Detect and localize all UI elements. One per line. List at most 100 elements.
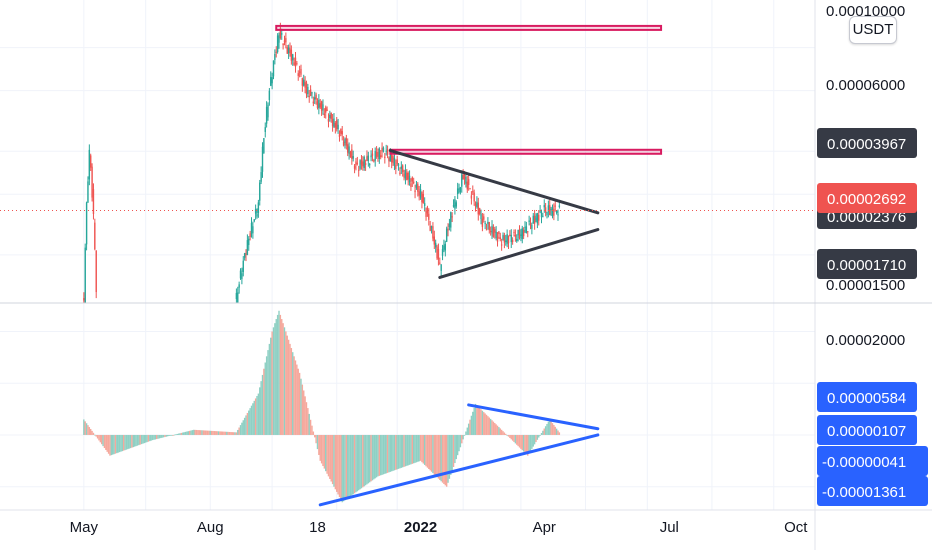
osc-triangle-upper-line[interactable] (467, 403, 600, 431)
histogram-bar (469, 419, 471, 435)
candle-body (465, 177, 467, 184)
histogram-bar (334, 434, 337, 490)
histogram-bar (422, 434, 425, 464)
candle-body (333, 118, 335, 127)
candle-body (510, 234, 512, 243)
resistance-zone-2[interactable] (389, 148, 663, 155)
candle-body (287, 47, 290, 54)
histogram-bar (331, 434, 334, 485)
histogram-bar (386, 434, 389, 473)
candle-body (496, 236, 499, 242)
candle-body (454, 199, 456, 209)
candle-body (418, 191, 420, 196)
histogram-bar (204, 430, 206, 435)
histogram-bar (150, 434, 152, 441)
histogram-bar (166, 434, 169, 437)
histogram-bar (205, 430, 207, 435)
histogram-bar (237, 429, 239, 435)
histogram-bar (300, 378, 302, 435)
candle-body (495, 231, 497, 239)
candle-body (553, 209, 555, 216)
histogram-bar (492, 421, 495, 435)
candle-body (303, 79, 305, 86)
candle-body (325, 107, 327, 113)
histogram-bar (105, 434, 107, 450)
histogram-bar (338, 434, 341, 498)
histogram-bar (408, 434, 411, 465)
candle-body (529, 223, 532, 226)
histogram-bar (228, 431, 231, 435)
histogram-bar (215, 431, 217, 435)
histogram-bar (540, 433, 543, 435)
price-tag-level-2: 0.00002376 (827, 209, 906, 226)
histogram-bar (275, 319, 277, 435)
histogram-bar (298, 372, 301, 435)
histogram-bar (375, 434, 378, 478)
histogram-bar (113, 434, 115, 455)
osc-tag-2: 0.00000107 (827, 423, 906, 440)
histogram-bar (283, 327, 286, 435)
candle-body (425, 210, 427, 217)
candle-body (308, 95, 310, 98)
histogram-bar (94, 434, 96, 436)
price-triangle-lower-line[interactable] (438, 228, 600, 279)
histogram-bar (388, 434, 390, 473)
histogram-bar (516, 434, 518, 445)
time-axis[interactable]: May Aug 18 2022 Apr Jul Oct (70, 519, 809, 536)
candle-body (554, 205, 556, 207)
histogram-bar (151, 434, 154, 441)
histogram-bar (445, 434, 448, 487)
histogram-bar (333, 434, 335, 487)
candle-body (459, 187, 462, 193)
histogram-bar (529, 434, 532, 452)
histogram-bar (336, 434, 338, 492)
candle-body (520, 234, 522, 236)
histogram-bar (187, 431, 189, 435)
candle-body (347, 144, 349, 153)
candle-body (283, 40, 286, 43)
candle-body (290, 49, 293, 61)
histogram-bar (256, 395, 258, 435)
candle-body (281, 33, 283, 35)
last-price-tag-bg (817, 183, 917, 213)
unit-label[interactable]: USDT (849, 16, 897, 44)
candle-body (377, 152, 379, 157)
histogram-bar (195, 429, 198, 435)
resistance-zone-1[interactable] (275, 24, 663, 31)
drawing-annotations[interactable] (0, 24, 815, 507)
histogram-bar (483, 412, 485, 435)
candle-body (536, 213, 539, 224)
histogram-bar (84, 421, 86, 435)
histogram-bar (285, 331, 287, 435)
candle-body (525, 226, 528, 234)
histogram-bar (245, 415, 247, 435)
candle-body (540, 211, 543, 218)
histogram-bar (136, 434, 139, 446)
candle-body (370, 155, 372, 158)
candle-body (331, 119, 334, 127)
histogram-bar (511, 434, 514, 441)
histogram-bar (202, 430, 205, 435)
osc-triangle-lower-line[interactable] (318, 433, 600, 507)
histogram-bar (498, 427, 500, 435)
histogram-bar (294, 360, 297, 435)
histogram-bar (175, 434, 177, 436)
candle-body (458, 188, 460, 190)
candle-body (426, 207, 429, 214)
price-axis-label-mid: 0.00006000 (826, 77, 905, 94)
histogram-bar (364, 434, 367, 486)
histogram-bar (419, 434, 422, 461)
histogram-bar (260, 381, 262, 435)
candle-body (491, 225, 493, 234)
histogram-bar (527, 434, 529, 456)
histogram-bar (182, 432, 184, 435)
candle-body (384, 156, 386, 158)
candle-body (342, 141, 345, 146)
histogram-bar (451, 434, 453, 471)
histogram-bar (327, 434, 330, 477)
histogram-bar (90, 428, 92, 435)
price-triangle-upper-line[interactable] (388, 149, 600, 215)
histogram-bar (362, 434, 364, 488)
histogram-bar (307, 408, 309, 435)
